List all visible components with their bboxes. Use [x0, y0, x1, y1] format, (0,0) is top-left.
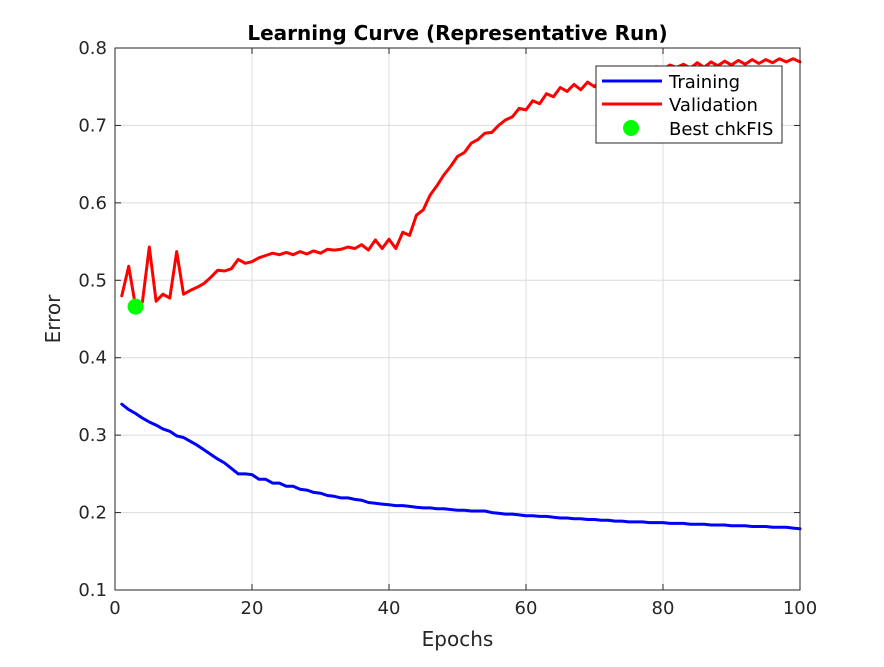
- legend-best-marker: [623, 120, 639, 136]
- y-tick-label: 0.8: [78, 38, 107, 59]
- y-axis-label: Error: [41, 294, 65, 344]
- x-tick-label: 20: [241, 598, 264, 619]
- best-chkfis-marker: [127, 298, 144, 315]
- y-tick-label: 0.5: [78, 270, 107, 291]
- y-tick-label: 0.4: [78, 348, 107, 369]
- grid: [115, 48, 800, 590]
- axis-ticks: 0 20 40 60 80 100 0.1 0.2 0.3 0.4 0.5 0.6 0.7 0.8: [78, 38, 817, 619]
- series-line-training: [120, 402, 802, 531]
- x-tick-label: 0: [109, 598, 120, 619]
- legend-validation-label: Validation: [669, 95, 758, 116]
- y-tick-label: 0.1: [78, 580, 107, 601]
- legend-best-label: Best chkFIS: [669, 119, 773, 140]
- chart-title: Learning Curve (Representative Run): [247, 21, 667, 45]
- legend: Training Validation Best chkFIS: [595, 65, 783, 144]
- x-tick-label: 40: [378, 598, 401, 619]
- y-tick-label: 0.2: [78, 503, 107, 524]
- y-tick-label: 0.6: [78, 193, 107, 214]
- x-tick-label: 100: [783, 598, 817, 619]
- y-tick-label: 0.3: [78, 425, 107, 446]
- x-tick-label: 60: [515, 598, 538, 619]
- x-axis-label: Epochs: [422, 627, 494, 651]
- x-tick-label: 80: [652, 598, 675, 619]
- legend-training-label: Training: [668, 72, 740, 93]
- y-tick-label: 0.7: [78, 115, 107, 136]
- plot-frame: [114, 47, 801, 591]
